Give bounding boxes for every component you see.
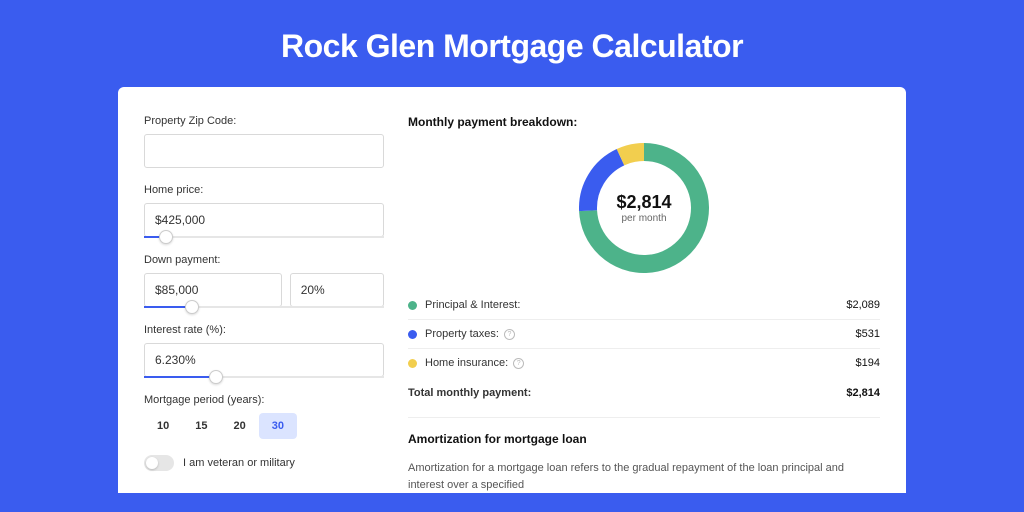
period-pills: 10152030 bbox=[144, 413, 384, 439]
legend: Principal & Interest:$2,089Property taxe… bbox=[408, 291, 880, 377]
legend-dot-icon bbox=[408, 301, 417, 310]
breakdown-column: Monthly payment breakdown: $2,814 per mo… bbox=[408, 115, 880, 493]
legend-row: Property taxes:?$531 bbox=[408, 320, 880, 349]
donut-sublabel: per month bbox=[621, 213, 666, 224]
period-pill-30[interactable]: 30 bbox=[259, 413, 297, 439]
down-payment-amount-input[interactable] bbox=[144, 273, 282, 307]
legend-row: Home insurance:?$194 bbox=[408, 349, 880, 377]
amortization-body: Amortization for a mortgage loan refers … bbox=[408, 460, 880, 493]
interest-rate-input[interactable] bbox=[144, 343, 384, 377]
home-price-input[interactable] bbox=[144, 203, 384, 237]
period-pill-10[interactable]: 10 bbox=[144, 413, 182, 439]
home-price-label: Home price: bbox=[144, 184, 384, 196]
legend-value: $194 bbox=[856, 357, 880, 369]
home-price-slider[interactable] bbox=[144, 236, 384, 238]
legend-label: Property taxes:? bbox=[425, 328, 856, 340]
inputs-column: Property Zip Code: Home price: Down paym… bbox=[144, 115, 384, 493]
interest-rate-label: Interest rate (%): bbox=[144, 324, 384, 336]
veteran-toggle[interactable] bbox=[144, 455, 174, 471]
breakdown-title: Monthly payment breakdown: bbox=[408, 115, 880, 129]
amortization-title: Amortization for mortgage loan bbox=[408, 432, 880, 446]
info-icon[interactable]: ? bbox=[513, 358, 524, 369]
legend-value: $531 bbox=[856, 328, 880, 340]
period-pill-20[interactable]: 20 bbox=[221, 413, 259, 439]
legend-value: $2,089 bbox=[846, 299, 880, 311]
zip-input[interactable] bbox=[144, 134, 384, 168]
donut-amount: $2,814 bbox=[616, 192, 671, 213]
zip-label: Property Zip Code: bbox=[144, 115, 384, 127]
down-payment-slider[interactable] bbox=[144, 306, 384, 308]
legend-label: Principal & Interest: bbox=[425, 299, 846, 311]
veteran-label: I am veteran or military bbox=[183, 457, 295, 469]
down-payment-percent-input[interactable] bbox=[290, 273, 384, 307]
legend-dot-icon bbox=[408, 330, 417, 339]
legend-dot-icon bbox=[408, 359, 417, 368]
down-payment-label: Down payment: bbox=[144, 254, 384, 266]
period-pill-15[interactable]: 15 bbox=[182, 413, 220, 439]
info-icon[interactable]: ? bbox=[504, 329, 515, 340]
total-label: Total monthly payment: bbox=[408, 387, 846, 399]
legend-row: Principal & Interest:$2,089 bbox=[408, 291, 880, 320]
period-label: Mortgage period (years): bbox=[144, 394, 384, 406]
calculator-card: Property Zip Code: Home price: Down paym… bbox=[118, 87, 906, 493]
legend-label: Home insurance:? bbox=[425, 357, 856, 369]
page-title: Rock Glen Mortgage Calculator bbox=[0, 0, 1024, 87]
section-divider bbox=[408, 417, 880, 418]
total-value: $2,814 bbox=[846, 387, 880, 399]
interest-rate-slider[interactable] bbox=[144, 376, 384, 378]
donut-chart: $2,814 per month bbox=[408, 143, 880, 273]
